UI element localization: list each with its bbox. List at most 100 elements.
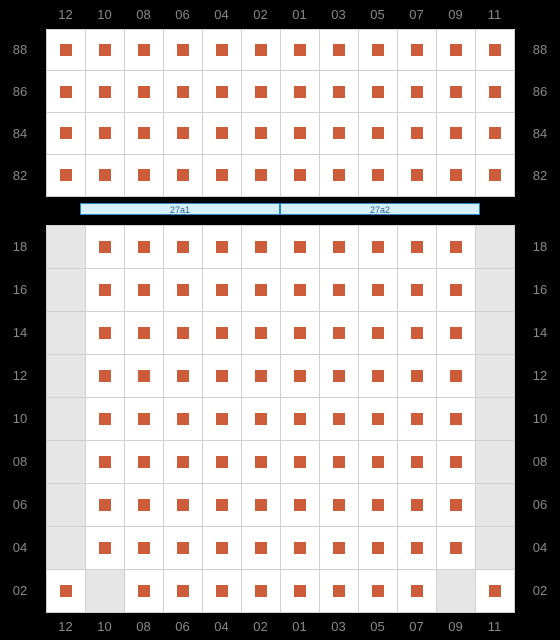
seat-cell[interactable] bbox=[280, 526, 320, 570]
seat-cell[interactable] bbox=[124, 569, 164, 613]
seat-cell[interactable] bbox=[280, 268, 320, 312]
seat-cell[interactable] bbox=[436, 268, 476, 312]
seat-cell[interactable] bbox=[163, 112, 203, 155]
seat-cell[interactable] bbox=[475, 29, 515, 72]
seat-cell[interactable] bbox=[397, 397, 437, 441]
seat-cell[interactable] bbox=[319, 112, 359, 155]
seat-cell[interactable] bbox=[475, 154, 515, 197]
seat-cell[interactable] bbox=[241, 397, 281, 441]
seat-cell[interactable] bbox=[202, 569, 242, 613]
seat-cell[interactable] bbox=[163, 154, 203, 197]
seat-cell[interactable] bbox=[397, 440, 437, 484]
seat-cell[interactable] bbox=[241, 29, 281, 72]
seat-cell[interactable] bbox=[163, 311, 203, 355]
seat-cell[interactable] bbox=[358, 354, 398, 398]
seat-cell[interactable] bbox=[319, 440, 359, 484]
seat-cell[interactable] bbox=[163, 29, 203, 72]
seat-cell[interactable] bbox=[202, 311, 242, 355]
seat-cell[interactable] bbox=[202, 29, 242, 72]
seat-cell[interactable] bbox=[85, 112, 125, 155]
seat-cell[interactable] bbox=[85, 483, 125, 527]
seat-cell[interactable] bbox=[319, 29, 359, 72]
seat-cell[interactable] bbox=[124, 29, 164, 72]
seat-cell[interactable] bbox=[319, 154, 359, 197]
seat-cell[interactable] bbox=[319, 483, 359, 527]
seat-cell[interactable] bbox=[163, 70, 203, 113]
seat-cell[interactable] bbox=[280, 225, 320, 269]
seat-cell[interactable] bbox=[280, 29, 320, 72]
seat-cell[interactable] bbox=[358, 569, 398, 613]
seat-cell[interactable] bbox=[202, 526, 242, 570]
seat-cell[interactable] bbox=[85, 526, 125, 570]
seat-cell[interactable] bbox=[397, 526, 437, 570]
seat-cell[interactable] bbox=[241, 440, 281, 484]
seat-cell[interactable] bbox=[436, 112, 476, 155]
seat-cell[interactable] bbox=[124, 311, 164, 355]
seat-cell[interactable] bbox=[319, 70, 359, 113]
seat-cell[interactable] bbox=[280, 397, 320, 441]
seat-cell[interactable] bbox=[85, 354, 125, 398]
seat-cell[interactable] bbox=[46, 29, 86, 72]
seat-cell[interactable] bbox=[319, 569, 359, 613]
seat-cell[interactable] bbox=[358, 526, 398, 570]
seat-cell[interactable] bbox=[475, 569, 515, 613]
seat-cell[interactable] bbox=[397, 268, 437, 312]
seat-cell[interactable] bbox=[163, 354, 203, 398]
seat-cell[interactable] bbox=[280, 483, 320, 527]
seat-cell[interactable] bbox=[202, 225, 242, 269]
seat-cell[interactable] bbox=[241, 112, 281, 155]
seat-cell[interactable] bbox=[280, 354, 320, 398]
seat-cell[interactable] bbox=[124, 225, 164, 269]
seat-cell[interactable] bbox=[319, 397, 359, 441]
seat-cell[interactable] bbox=[85, 225, 125, 269]
seat-cell[interactable] bbox=[397, 112, 437, 155]
seat-cell[interactable] bbox=[163, 225, 203, 269]
seat-cell[interactable] bbox=[319, 526, 359, 570]
seat-cell[interactable] bbox=[280, 154, 320, 197]
seat-cell[interactable] bbox=[358, 268, 398, 312]
seat-cell[interactable] bbox=[397, 311, 437, 355]
seat-cell[interactable] bbox=[436, 225, 476, 269]
seat-cell[interactable] bbox=[436, 397, 476, 441]
seat-cell[interactable] bbox=[124, 112, 164, 155]
seat-cell[interactable] bbox=[124, 70, 164, 113]
seat-cell[interactable] bbox=[436, 354, 476, 398]
seat-cell[interactable] bbox=[319, 225, 359, 269]
seat-cell[interactable] bbox=[163, 440, 203, 484]
seat-cell[interactable] bbox=[202, 112, 242, 155]
seat-cell[interactable] bbox=[46, 154, 86, 197]
seat-cell[interactable] bbox=[202, 354, 242, 398]
seat-cell[interactable] bbox=[124, 526, 164, 570]
seat-cell[interactable] bbox=[397, 70, 437, 113]
seat-cell[interactable] bbox=[358, 225, 398, 269]
seat-cell[interactable] bbox=[241, 70, 281, 113]
seat-cell[interactable] bbox=[163, 397, 203, 441]
seat-cell[interactable] bbox=[397, 225, 437, 269]
seat-cell[interactable] bbox=[475, 112, 515, 155]
seat-cell[interactable] bbox=[85, 29, 125, 72]
seat-cell[interactable] bbox=[358, 440, 398, 484]
seat-cell[interactable] bbox=[436, 526, 476, 570]
seat-cell[interactable] bbox=[241, 225, 281, 269]
seat-cell[interactable] bbox=[397, 483, 437, 527]
seat-cell[interactable] bbox=[85, 440, 125, 484]
seat-cell[interactable] bbox=[397, 354, 437, 398]
seat-cell[interactable] bbox=[124, 397, 164, 441]
seat-cell[interactable] bbox=[124, 440, 164, 484]
seat-cell[interactable] bbox=[319, 311, 359, 355]
seat-cell[interactable] bbox=[202, 483, 242, 527]
seat-cell[interactable] bbox=[358, 154, 398, 197]
seat-cell[interactable] bbox=[85, 70, 125, 113]
seat-cell[interactable] bbox=[241, 268, 281, 312]
seat-cell[interactable] bbox=[241, 154, 281, 197]
seat-cell[interactable] bbox=[124, 354, 164, 398]
seat-cell[interactable] bbox=[280, 112, 320, 155]
seat-cell[interactable] bbox=[46, 70, 86, 113]
seat-cell[interactable] bbox=[124, 268, 164, 312]
seat-cell[interactable] bbox=[46, 569, 86, 613]
seat-cell[interactable] bbox=[436, 29, 476, 72]
seat-cell[interactable] bbox=[280, 311, 320, 355]
seat-cell[interactable] bbox=[436, 483, 476, 527]
seat-cell[interactable] bbox=[85, 268, 125, 312]
seat-cell[interactable] bbox=[436, 70, 476, 113]
